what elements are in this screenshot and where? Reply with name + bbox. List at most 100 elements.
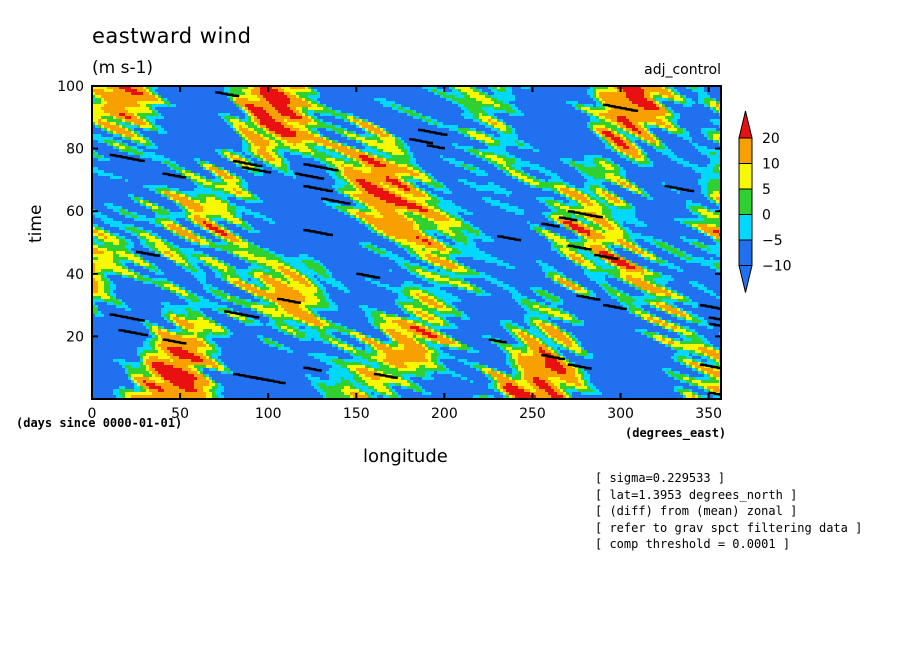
heatmap-cell [158,350,165,354]
heatmap-cell [536,197,555,201]
heatmap-cell [200,236,204,240]
heatmap-cell [551,170,579,174]
heatmap-cell [635,140,642,144]
heatmap-cell [692,353,699,357]
heatmap-cell [632,284,636,288]
heatmap-cell [311,86,423,90]
heatmap-cell [185,239,189,243]
heatmap-cell [323,104,327,108]
heatmap-cell [233,281,243,285]
heatmap-cell [149,92,153,96]
heatmap-cell [371,311,384,315]
heatmap-cell [230,95,234,99]
heatmap-cell [560,344,564,348]
heatmap-cell [509,353,513,357]
heatmap-cell [92,341,144,345]
heatmap-cell [671,92,675,96]
heatmap-cell [479,113,483,117]
heatmap-cell [239,236,243,240]
heatmap-cell [110,122,117,126]
heatmap-cell [638,254,642,258]
heatmap-cell [368,359,378,363]
heatmap-cell [617,293,621,297]
heatmap-cell [305,326,312,330]
heatmap-cell [551,323,555,327]
heatmap-cell [263,200,324,204]
heatmap-cell [503,326,507,330]
heatmap-cell [104,242,114,246]
heatmap-cell [170,254,174,258]
heatmap-cell [407,185,414,189]
heatmap-cell [161,221,174,225]
heatmap-cell [308,308,312,312]
heatmap-cell [455,164,462,168]
heatmap-cell [575,335,648,339]
heatmap-cell [434,311,441,315]
heatmap-cell [434,218,450,222]
heatmap-cell [158,338,165,342]
heatmap-cell [308,131,312,135]
heatmap-cell [224,89,231,93]
heatmap-cell [713,110,717,114]
heatmap-cell [422,278,429,282]
heatmap-cell [251,194,255,198]
heatmap-cell [413,320,420,324]
heatmap-cell [227,170,231,174]
heatmap-cell [527,347,531,351]
heatmap-cell [476,131,483,135]
heatmap-cell [263,314,267,318]
heatmap-cell [575,251,579,255]
heatmap-cell [143,152,156,156]
heatmap-cell [428,176,432,180]
heatmap-cell [596,134,600,138]
heatmap-cell [281,269,291,273]
heatmap-cell [344,191,363,195]
heatmap-cell [98,122,111,126]
heatmap-cell [656,338,663,342]
heatmap-cell [665,146,669,150]
heatmap-cell [296,335,306,339]
heatmap-cell [656,143,660,147]
heatmap-cell [143,344,150,348]
heatmap-cell [356,347,363,351]
heatmap-cell [164,227,168,231]
heatmap-cell [557,353,561,357]
heatmap-cell [221,233,228,237]
heatmap-cell [314,311,318,315]
heatmap-cell [299,281,309,285]
heatmap-cell [107,215,126,219]
heatmap-cell [455,242,465,246]
heatmap-cell [704,353,708,357]
heatmap-cell [545,296,558,300]
heatmap-cell [212,290,222,294]
heatmap-cell [551,278,555,282]
heatmap-cell [353,347,357,351]
heatmap-cell [230,119,240,123]
heatmap-cell [362,356,372,360]
heatmap-cell [194,221,198,225]
heatmap-cell [716,140,720,144]
heatmap-cell [461,311,465,315]
heatmap-cell [644,158,648,162]
heatmap-cell [137,347,153,351]
heatmap-cell [608,203,615,207]
chart-units: (m s-1) [92,58,154,78]
heatmap-cell [677,125,681,129]
heatmap-cell [419,170,423,174]
heatmap-cell [254,254,276,258]
heatmap-cell [551,239,555,243]
heatmap-cell [125,236,138,240]
heatmap-cell [605,236,624,240]
heatmap-cell [155,221,162,225]
heatmap-cell [629,248,633,252]
heatmap-cell [506,194,510,198]
heatmap-cell [230,125,234,129]
heatmap-cell [326,296,330,300]
heatmap-cell [557,338,570,342]
heatmap-cell [353,194,375,198]
heatmap-cell [179,326,183,330]
heatmap-cell [203,167,207,171]
heatmap-cell [350,194,354,198]
heatmap-cell [515,176,519,180]
heatmap-cell [131,140,135,144]
